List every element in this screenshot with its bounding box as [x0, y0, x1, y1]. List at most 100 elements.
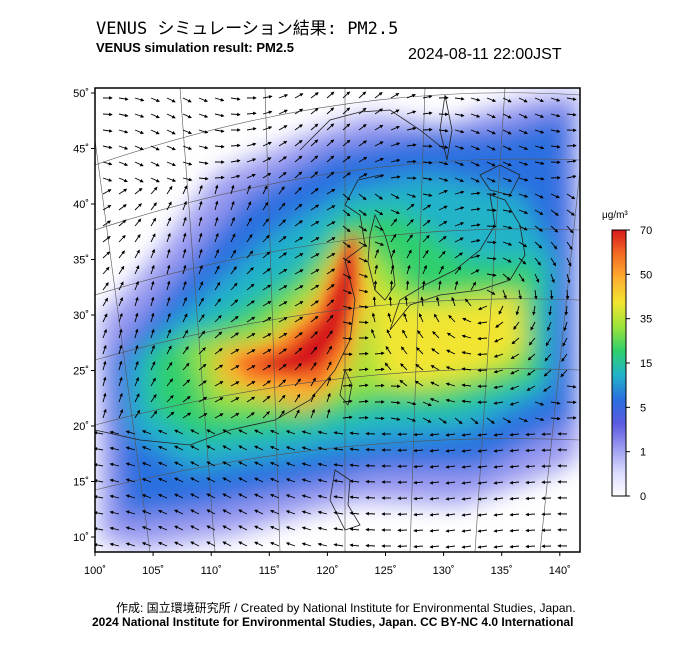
wind-arrow — [294, 285, 304, 291]
wind-arrow — [310, 346, 318, 355]
wind-arrow — [446, 349, 456, 355]
wind-arrow — [278, 410, 285, 419]
wind-arrow — [534, 145, 545, 150]
wind-arrow — [406, 219, 414, 227]
wind-arrow — [342, 107, 351, 115]
wind-arrow — [246, 127, 257, 131]
wind-arrow — [421, 280, 426, 291]
wind-arrow — [166, 312, 171, 323]
wind-arrow — [262, 395, 271, 403]
wind-arrow — [429, 512, 440, 517]
wind-arrow — [333, 463, 344, 467]
wind-arrow — [246, 184, 251, 195]
wind-arrow — [214, 364, 224, 371]
wind-arrow — [118, 97, 129, 101]
wind-arrow — [477, 449, 488, 453]
wind-arrow — [477, 352, 488, 357]
lat-label: 10˚ — [73, 532, 89, 544]
wind-arrow — [230, 397, 240, 403]
wind-arrow — [294, 378, 301, 387]
wind-arrow — [230, 299, 239, 307]
wind-arrow — [294, 253, 304, 259]
wind-arrow — [198, 264, 203, 275]
wind-arrow — [422, 94, 433, 99]
lon-label: 110˚ — [201, 565, 222, 577]
wind-arrow — [422, 160, 433, 165]
wind-arrow — [206, 445, 216, 451]
wind-arrow — [166, 411, 175, 419]
wind-arrow — [518, 161, 529, 166]
wind-arrow — [486, 289, 496, 295]
wind-arrow — [166, 394, 174, 403]
wind-arrow — [470, 223, 481, 227]
wind-arrow — [134, 280, 139, 291]
wind-arrow — [333, 479, 344, 483]
wind-arrow — [254, 509, 264, 515]
page-title-ja: VENUS シミュレーション結果: PM2.5 — [96, 19, 399, 39]
wind-arrow — [502, 129, 512, 135]
wind-arrow — [422, 401, 432, 407]
wind-arrow — [182, 216, 187, 227]
wind-arrow — [326, 330, 333, 339]
wind-arrow — [182, 248, 187, 259]
wind-arrow — [301, 430, 312, 435]
wind-arrow — [429, 496, 440, 501]
wind-arrow — [534, 161, 545, 165]
wind-arrow — [550, 193, 560, 199]
wind-arrow — [206, 493, 216, 499]
wind-arrow — [550, 401, 561, 405]
wind-arrow — [470, 417, 479, 425]
wind-arrow — [461, 481, 472, 485]
wind-arrow — [349, 527, 360, 532]
wind-arrow — [158, 461, 168, 467]
wind-arrow — [230, 381, 240, 387]
wind-arrow — [406, 159, 417, 164]
wind-arrow — [390, 218, 398, 227]
wind-arrow — [429, 528, 440, 533]
wind-arrow — [214, 175, 225, 180]
license-line: 2024 National Institute for Environmenta… — [92, 615, 574, 629]
wind-arrow — [374, 416, 385, 421]
wind-arrow — [134, 265, 140, 275]
wind-arrow — [445, 398, 456, 403]
wind-arrow — [118, 129, 129, 134]
wind-arrow — [125, 526, 136, 531]
wind-arrow — [374, 141, 384, 147]
wind-arrow — [150, 410, 158, 419]
wind-arrow — [374, 157, 384, 163]
wind-arrow — [550, 209, 559, 216]
wind-arrow — [134, 129, 144, 134]
wind-arrow — [374, 241, 385, 246]
wind-arrow — [238, 429, 248, 435]
wind-arrow — [470, 97, 481, 102]
wind-arrow — [206, 461, 216, 467]
wind-arrow — [566, 257, 572, 267]
wind-arrow — [182, 232, 187, 243]
wind-arrow — [445, 529, 456, 533]
wind-arrow — [390, 158, 401, 163]
wind-arrow — [317, 526, 328, 531]
wind-arrow — [390, 175, 401, 179]
wind-arrow — [102, 266, 110, 275]
wind-arrow — [270, 525, 280, 531]
wind-arrow — [246, 267, 254, 275]
wind-arrow — [102, 129, 113, 133]
wind-arrow — [534, 241, 543, 249]
wind-arrow — [102, 344, 107, 355]
wind-arrow — [141, 542, 152, 547]
wind-arrow — [422, 111, 433, 115]
wind-arrow — [102, 328, 107, 339]
wind-arrow — [477, 497, 488, 501]
wind-arrow — [301, 510, 312, 515]
wind-arrow — [150, 394, 157, 403]
wind-arrow — [342, 91, 351, 99]
wind-arrow — [342, 139, 351, 147]
wind-arrow — [390, 209, 400, 215]
wind-arrow — [461, 449, 472, 453]
wind-arrow — [270, 429, 280, 435]
wind-arrow — [118, 219, 127, 227]
wind-arrow — [477, 433, 488, 437]
wind-arrow — [254, 493, 264, 499]
lon-label: 120˚ — [316, 565, 338, 577]
